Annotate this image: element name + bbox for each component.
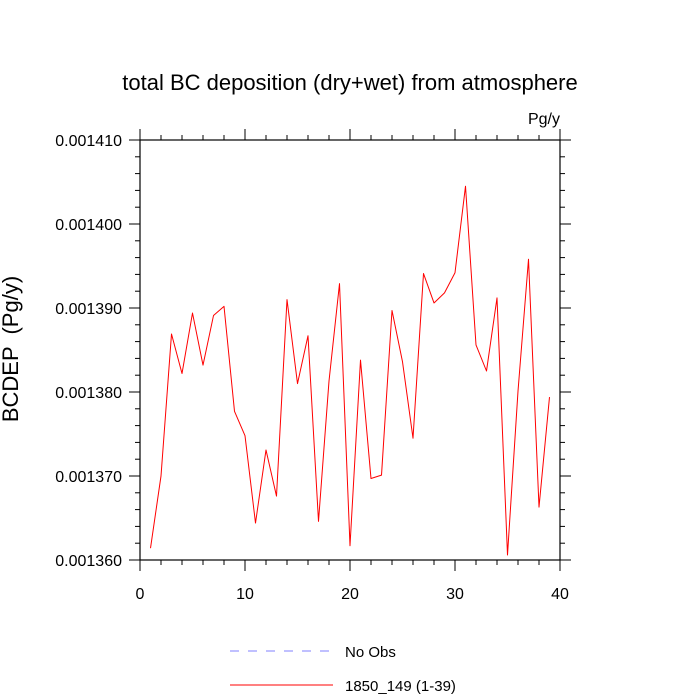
legend: No Obs 1850_149 (1-39): [230, 644, 456, 695]
y-axis-label: BCDEP (Pg/y): [0, 276, 23, 422]
legend-label-no-obs: No Obs: [345, 644, 396, 661]
y-tick-label: 0.001380: [55, 385, 122, 402]
series-line: [150, 185, 550, 556]
y-tick-labels: 0.001360 0.001370 0.001380 0.001390 0.001400…: [55, 133, 122, 570]
plot-frame: [139, 139, 561, 561]
y-tick-label: 0.001370: [55, 469, 122, 486]
y-tick-label: 0.001360: [55, 553, 122, 570]
x-tick-label: 10: [236, 586, 254, 603]
x-tick-label: 0: [136, 586, 145, 603]
y-tick-label: 0.001400: [55, 217, 122, 234]
y-tick-label: 0.001390: [55, 301, 122, 318]
x-tick-label: 40: [551, 586, 569, 603]
x-tick-label: 20: [341, 586, 359, 603]
x-tick-label: 30: [446, 586, 464, 603]
legend-label-series: 1850_149 (1-39): [345, 678, 456, 695]
chart-title: total BC deposition (dry+wet) from atmos…: [122, 70, 577, 95]
y-tick-label: 0.001410: [55, 133, 122, 150]
series-layer: [150, 185, 550, 556]
units-label: Pg/y: [528, 111, 560, 128]
x-tick-labels: 0 10 20 30 40: [136, 586, 569, 603]
axis-ticks: [129, 129, 571, 571]
